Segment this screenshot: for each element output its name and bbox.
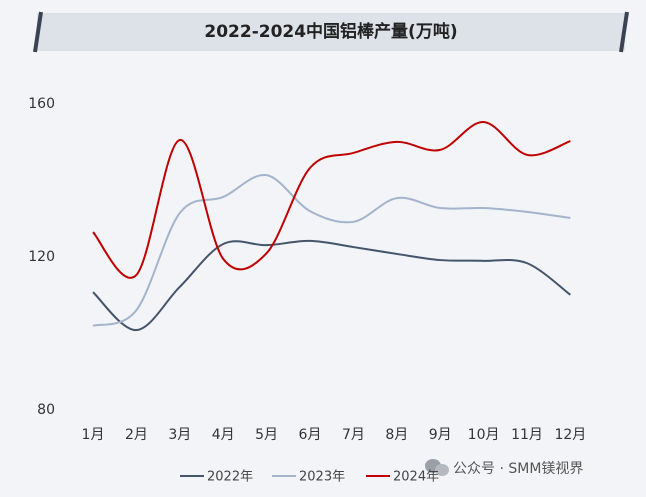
banner-edge [619,11,629,53]
source-icon [425,459,449,476]
x-tick-label: 7月 [342,427,365,443]
x-tick-label: 9月 [429,427,452,443]
banner-edge [33,11,43,53]
y-tick-label: 80 [37,402,55,418]
x-tick-label: 5月 [255,427,278,443]
x-tick-label: 8月 [385,427,408,443]
series-line [92,239,571,332]
y-tick-label: 120 [28,249,55,265]
x-tick-label: 2月 [125,427,148,443]
y-tick-label: 160 [28,96,55,112]
source: 公众号 · SMM镁视界 [453,461,583,477]
x-tick-label: 10月 [468,427,500,443]
x-tick-label: 4月 [212,427,235,443]
series-line [92,174,571,327]
x-tick-label: 1月 [82,427,105,443]
chart-title: 2022-2024中国铝棒产量(万吨) [204,21,457,42]
legend-label: 2023年 [299,470,345,485]
x-tick-label: 6月 [299,427,322,443]
title-banner [37,13,625,51]
legend-label: 2024年 [393,470,439,485]
series-line [92,120,571,279]
x-tick-label: 11月 [511,427,543,443]
x-tick-label: 3月 [168,427,191,443]
x-tick-label: 12月 [554,427,586,443]
legend-label: 2022年 [207,470,253,485]
